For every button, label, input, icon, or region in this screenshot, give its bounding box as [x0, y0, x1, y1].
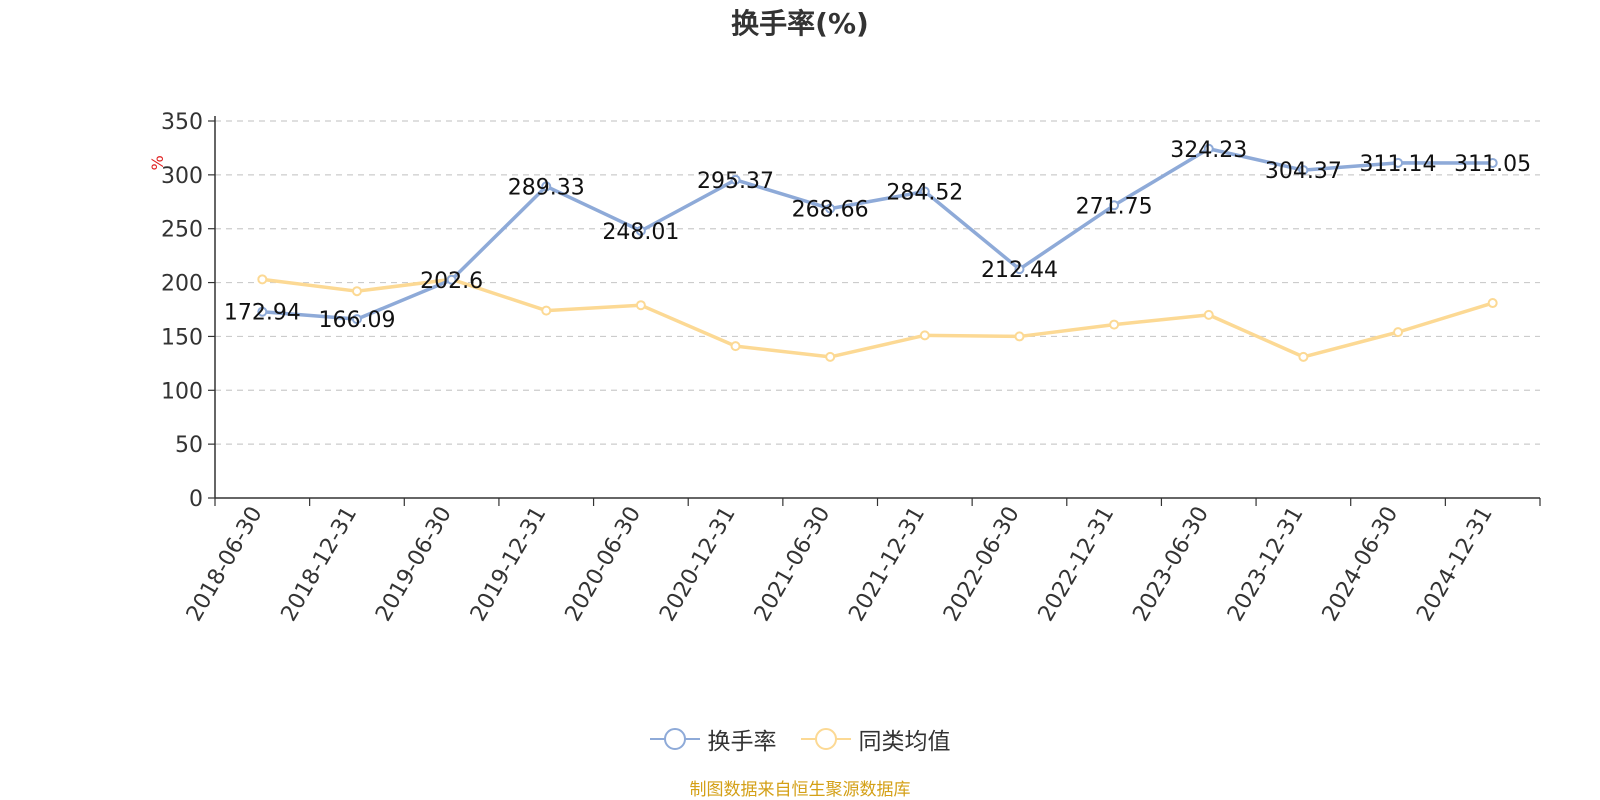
chart-title: 换手率(%) [731, 7, 869, 40]
data-label: 295.37 [697, 169, 774, 194]
data-point [730, 174, 741, 185]
data-point [1298, 351, 1309, 362]
data-point [541, 305, 552, 316]
data-point [1393, 327, 1404, 338]
x-tick-label: 2021-06-30 [750, 503, 836, 626]
source-note: 制图数据来自恒生聚源数据库 [689, 780, 911, 800]
y-axis-label: % [148, 155, 167, 170]
data-point [1393, 157, 1404, 168]
x-tick-label: 2023-06-30 [1128, 503, 1214, 626]
legend-marker-turnover [649, 728, 700, 750]
data-point [825, 203, 836, 214]
series-line [262, 277, 1494, 359]
y-tick-label: 350 [161, 110, 203, 135]
data-label: 212.44 [981, 258, 1058, 283]
x-tick-label: 2019-06-30 [371, 503, 457, 626]
data-labels: 172.94 166.09 202.6 289.33 248.01 295.37 268.6… [224, 138, 1531, 333]
data-point [1109, 200, 1120, 211]
series-line [262, 147, 1493, 321]
data-point [1487, 298, 1498, 309]
data-label: 324.23 [1170, 138, 1247, 163]
data-point [1014, 331, 1025, 342]
data-label: 311.14 [1360, 152, 1437, 177]
series [257, 143, 1498, 362]
legend-marker-peer-average [800, 728, 851, 750]
data-label: 166.09 [318, 308, 395, 333]
y-tick-label: 250 [161, 218, 203, 243]
data-label: 284.52 [886, 181, 963, 206]
data-point [541, 181, 552, 192]
data-point [257, 274, 268, 285]
x-tick-label: 2018-12-31 [277, 503, 363, 626]
data-point [825, 351, 836, 362]
x-tick-label: 2023-12-31 [1223, 503, 1309, 626]
data-label: 271.75 [1076, 194, 1153, 219]
data-point [1487, 157, 1498, 168]
y-tick-label: 300 [161, 164, 203, 189]
x-tick-label: 2019-12-31 [466, 503, 552, 626]
data-label: 172.94 [224, 301, 301, 326]
data-label: 289.33 [508, 175, 585, 200]
x-tick-label: 2024-12-31 [1412, 503, 1498, 626]
x-tick-label: 2022-12-31 [1034, 503, 1120, 626]
x-tick-label: 2018-06-30 [182, 503, 268, 626]
legend-item-peer-average[interactable]: 同类均值 [800, 722, 951, 756]
data-point [1109, 319, 1120, 330]
x-tick-label: 2021-12-31 [844, 503, 930, 626]
legend-item-turnover[interactable]: 换手率 [649, 722, 777, 756]
legend: 换手率 同类均值 [0, 722, 1600, 756]
data-label: 311.05 [1454, 152, 1531, 177]
legend-label-turnover: 换手率 [707, 729, 777, 755]
y-tick-label: 50 [175, 433, 203, 458]
data-point [635, 300, 646, 311]
data-label: 268.66 [792, 198, 869, 223]
y-tick-label: 200 [161, 272, 203, 297]
data-label: 304.37 [1265, 159, 1342, 184]
x-tick-label: 2020-12-31 [655, 503, 741, 626]
y-tick-label: 0 [189, 487, 203, 512]
data-point [1203, 309, 1214, 320]
data-point [730, 341, 741, 352]
data-point [257, 306, 268, 317]
data-point [919, 186, 930, 197]
data-point [1203, 143, 1214, 154]
data-point [351, 314, 362, 325]
axes: 0 50 100 150 200 250 300 350% 2018-06-30 2018-12-… [148, 110, 1541, 626]
y-tick-label: 100 [161, 379, 203, 404]
data-label: 202.6 [420, 269, 483, 294]
y-tick-label: 150 [161, 325, 203, 350]
x-tick-label: 2024-06-30 [1318, 503, 1404, 626]
data-point [1014, 264, 1025, 275]
data-label: 248.01 [602, 220, 679, 245]
legend-label-peer-average: 同类均值 [858, 729, 951, 755]
data-point [351, 286, 362, 297]
x-tick-label: 2020-06-30 [561, 503, 647, 626]
data-point [1298, 165, 1309, 176]
data-point [635, 225, 646, 236]
data-point [919, 330, 930, 341]
data-point [446, 274, 457, 285]
x-tick-label: 2022-06-30 [939, 503, 1025, 626]
